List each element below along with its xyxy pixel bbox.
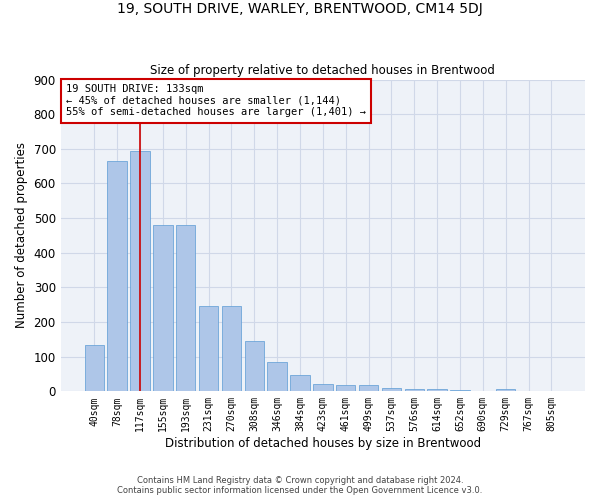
X-axis label: Distribution of detached houses by size in Brentwood: Distribution of detached houses by size … bbox=[165, 437, 481, 450]
Bar bbox=[153, 225, 173, 392]
Bar bbox=[496, 389, 515, 392]
Bar bbox=[382, 388, 401, 392]
Bar bbox=[427, 388, 447, 392]
Bar bbox=[404, 388, 424, 392]
Bar bbox=[85, 344, 104, 392]
Bar bbox=[130, 150, 149, 392]
Bar bbox=[221, 306, 241, 392]
Text: 19 SOUTH DRIVE: 133sqm
← 45% of detached houses are smaller (1,144)
55% of semi-: 19 SOUTH DRIVE: 133sqm ← 45% of detached… bbox=[66, 84, 366, 117]
Bar bbox=[199, 306, 218, 392]
Title: Size of property relative to detached houses in Brentwood: Size of property relative to detached ho… bbox=[151, 64, 495, 77]
Text: Contains HM Land Registry data © Crown copyright and database right 2024.
Contai: Contains HM Land Registry data © Crown c… bbox=[118, 476, 482, 495]
Bar bbox=[176, 225, 196, 392]
Bar bbox=[450, 390, 470, 392]
Bar bbox=[245, 341, 264, 392]
Bar bbox=[313, 384, 332, 392]
Bar bbox=[359, 385, 378, 392]
Bar bbox=[336, 385, 355, 392]
Bar bbox=[268, 362, 287, 392]
Bar bbox=[290, 374, 310, 392]
Y-axis label: Number of detached properties: Number of detached properties bbox=[15, 142, 28, 328]
Text: 19, SOUTH DRIVE, WARLEY, BRENTWOOD, CM14 5DJ: 19, SOUTH DRIVE, WARLEY, BRENTWOOD, CM14… bbox=[117, 2, 483, 16]
Bar bbox=[107, 161, 127, 392]
